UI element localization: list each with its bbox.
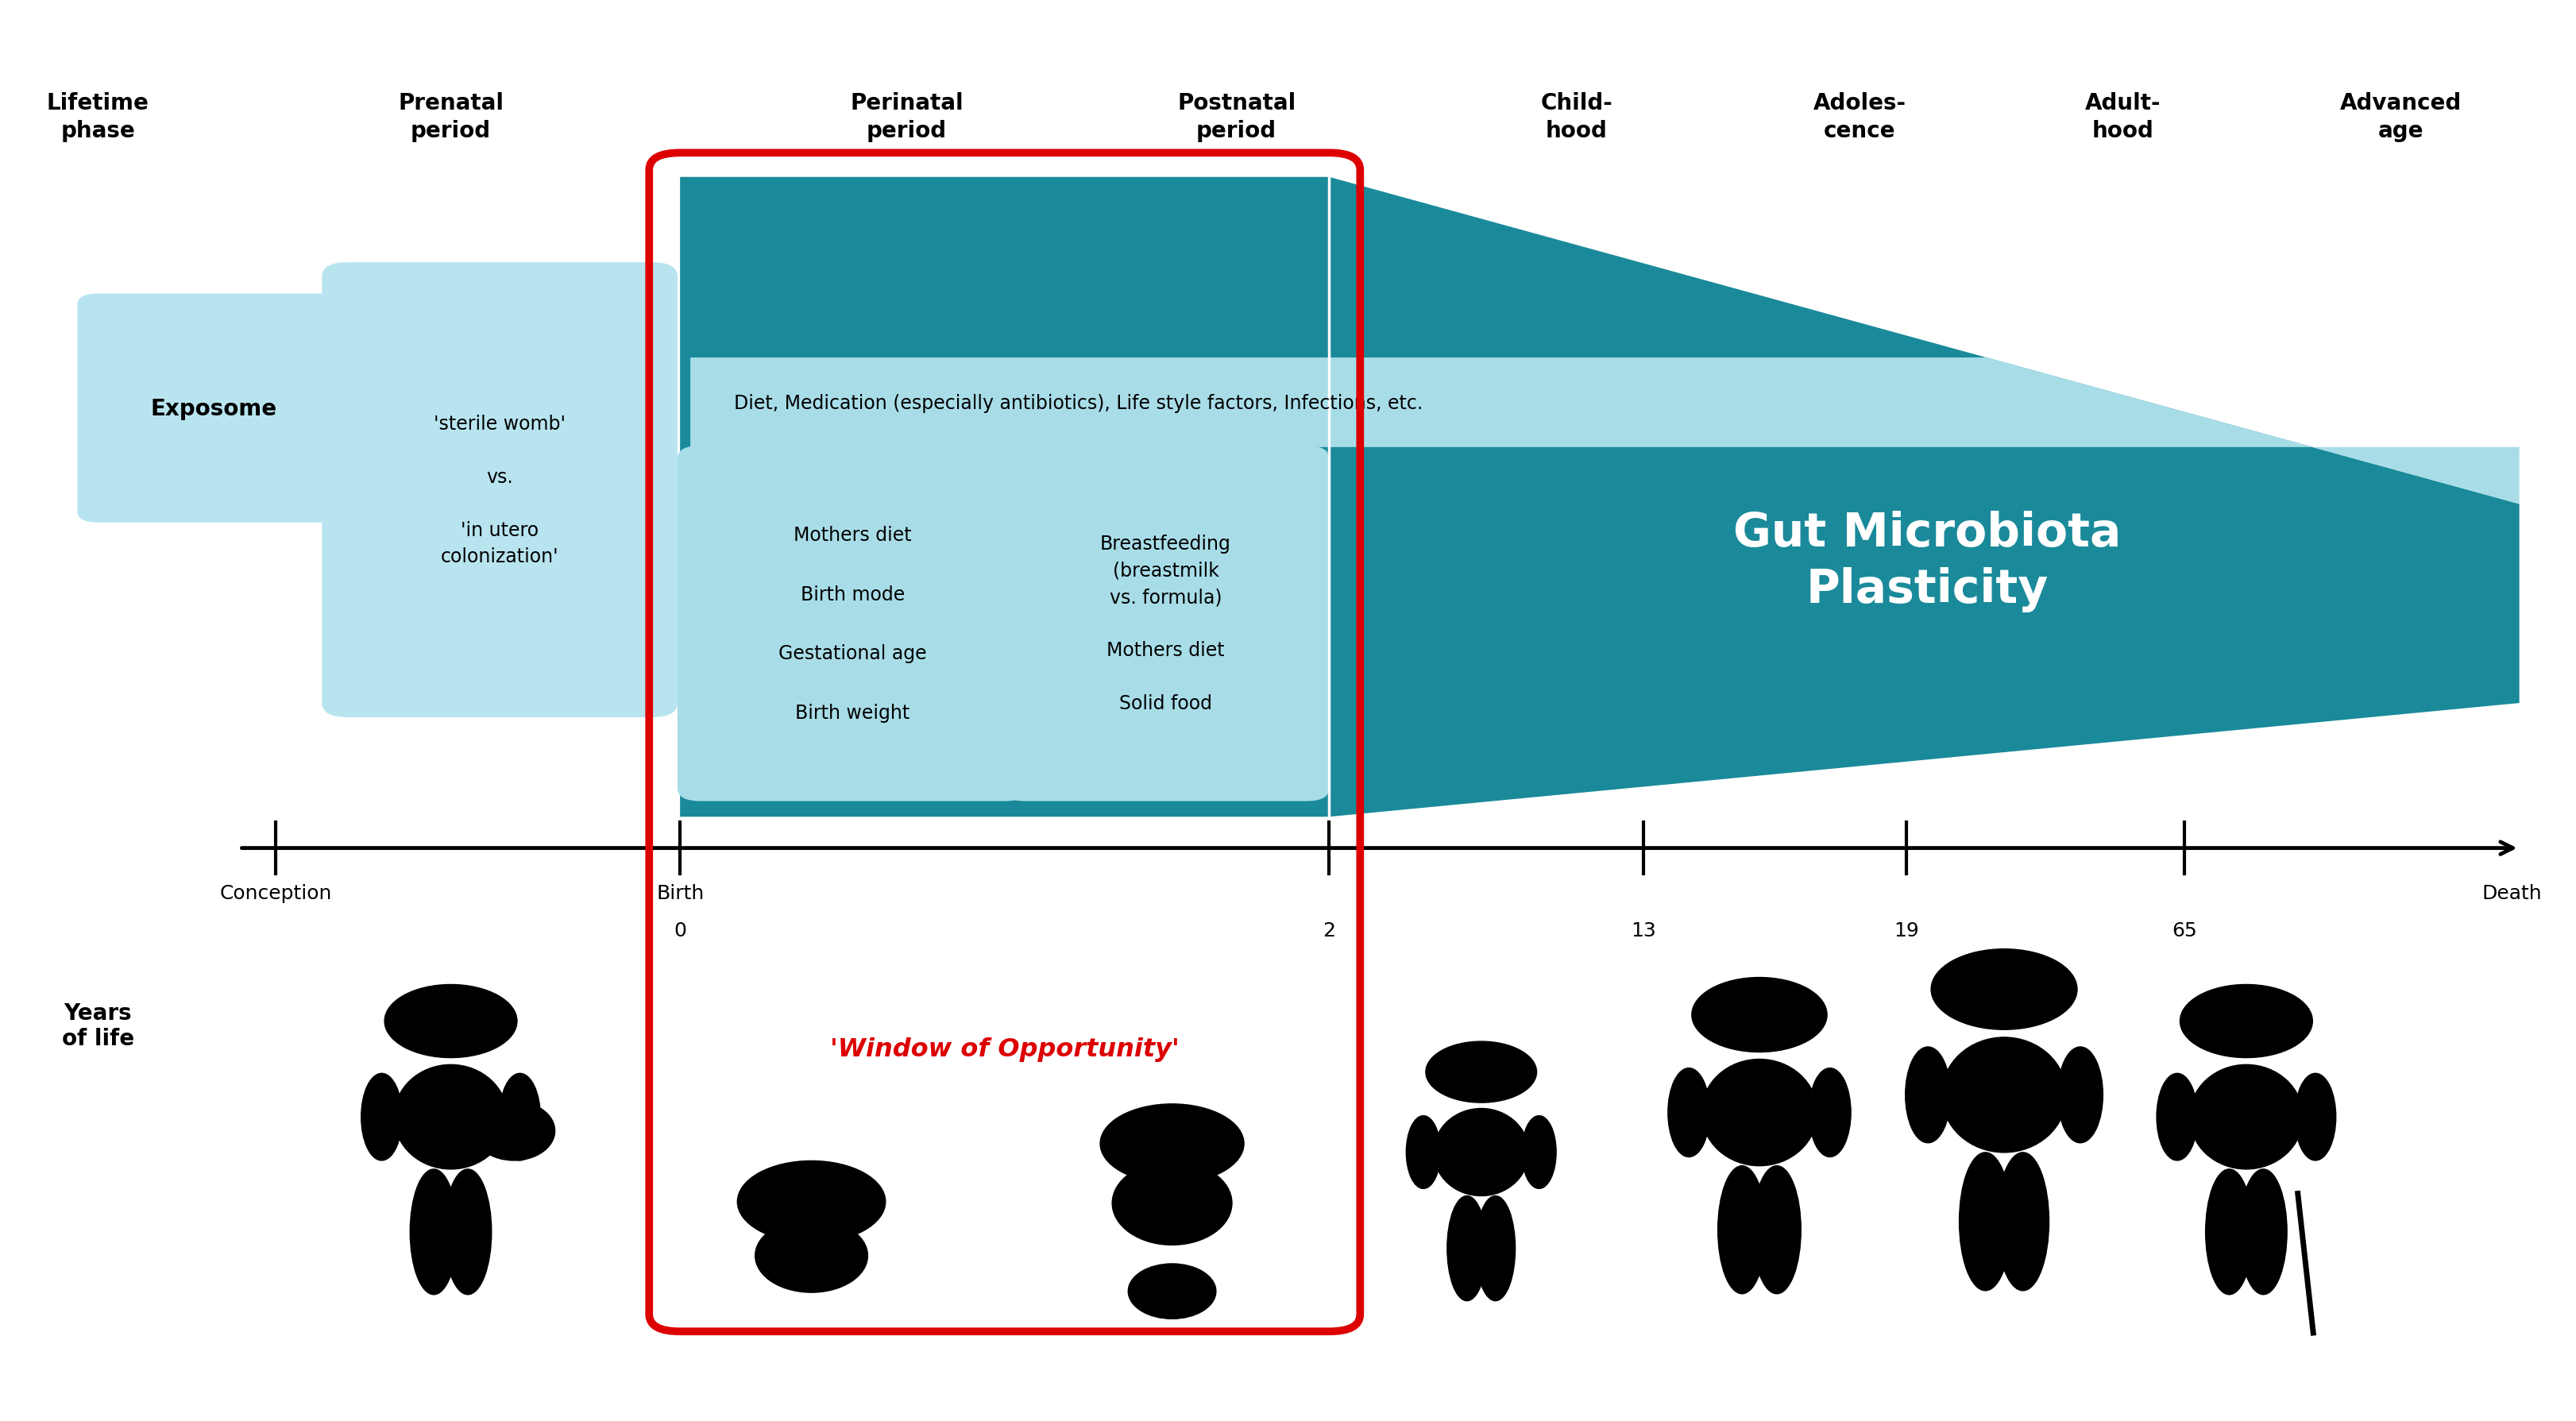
Ellipse shape <box>1435 1108 1528 1196</box>
Text: Advanced
age: Advanced age <box>2339 92 2463 142</box>
Circle shape <box>2179 985 2313 1057</box>
Text: Prenatal
period: Prenatal period <box>397 92 505 142</box>
Ellipse shape <box>443 1169 492 1295</box>
Ellipse shape <box>755 1219 868 1293</box>
Ellipse shape <box>2295 1073 2336 1161</box>
Ellipse shape <box>474 1101 554 1161</box>
Text: 'Window of Opportunity': 'Window of Opportunity' <box>829 1036 1180 1061</box>
Ellipse shape <box>1522 1115 1556 1189</box>
FancyBboxPatch shape <box>1002 446 1329 801</box>
Ellipse shape <box>1700 1060 1819 1165</box>
Text: Death: Death <box>2481 884 2543 902</box>
Polygon shape <box>690 358 2519 504</box>
Polygon shape <box>680 178 2519 817</box>
Text: 2: 2 <box>1324 921 1334 939</box>
Ellipse shape <box>500 1073 541 1161</box>
Ellipse shape <box>1113 1161 1231 1245</box>
Ellipse shape <box>1718 1165 1767 1293</box>
Ellipse shape <box>1669 1069 1710 1157</box>
Ellipse shape <box>1476 1196 1515 1300</box>
Ellipse shape <box>1448 1196 1486 1300</box>
Text: Child-
hood: Child- hood <box>1540 92 1613 142</box>
Text: 'sterile womb'

vs.

'in utero
colonization': 'sterile womb' vs. 'in utero colonizatio… <box>433 415 567 566</box>
Ellipse shape <box>2205 1169 2254 1295</box>
Text: Lifetime
phase: Lifetime phase <box>46 92 149 142</box>
Ellipse shape <box>1960 1152 2012 1290</box>
Ellipse shape <box>1752 1165 1801 1293</box>
FancyBboxPatch shape <box>77 294 350 523</box>
Ellipse shape <box>1406 1115 1440 1189</box>
Ellipse shape <box>394 1064 507 1169</box>
Ellipse shape <box>1906 1047 1950 1142</box>
Circle shape <box>1932 949 2076 1030</box>
Text: Birth: Birth <box>657 884 703 902</box>
Circle shape <box>1100 1104 1244 1184</box>
Ellipse shape <box>2190 1064 2303 1169</box>
Text: Gut Microbiota
Plasticity: Gut Microbiota Plasticity <box>1734 510 2120 612</box>
Ellipse shape <box>361 1073 402 1161</box>
Text: Adult-
hood: Adult- hood <box>2084 92 2161 142</box>
Text: Mothers diet

Birth mode

Gestational age

Birth weight: Mothers diet Birth mode Gestational age … <box>778 526 927 722</box>
Ellipse shape <box>2239 1169 2287 1295</box>
Text: 0: 0 <box>675 921 685 939</box>
Ellipse shape <box>2156 1073 2197 1161</box>
Text: 19: 19 <box>1893 921 1919 939</box>
Circle shape <box>737 1161 886 1242</box>
Ellipse shape <box>1996 1152 2048 1290</box>
Text: Exposome: Exposome <box>149 398 278 419</box>
Text: 13: 13 <box>1631 921 1656 939</box>
Text: Breastfeeding
(breastmilk
vs. formula)

Mothers diet

Solid food: Breastfeeding (breastmilk vs. formula) M… <box>1100 534 1231 713</box>
FancyBboxPatch shape <box>322 263 677 718</box>
Ellipse shape <box>410 1169 459 1295</box>
Text: Adoles-
cence: Adoles- cence <box>1814 92 1906 142</box>
Ellipse shape <box>1128 1263 1216 1319</box>
Text: Years
of life: Years of life <box>62 1002 134 1050</box>
Ellipse shape <box>1808 1069 1850 1157</box>
Text: Perinatal
period: Perinatal period <box>850 92 963 142</box>
Text: Conception: Conception <box>219 884 332 902</box>
Circle shape <box>1425 1042 1538 1103</box>
Text: Postnatal
period: Postnatal period <box>1177 92 1296 142</box>
Ellipse shape <box>1942 1037 2066 1152</box>
Text: 65: 65 <box>2172 921 2197 939</box>
FancyBboxPatch shape <box>677 446 1028 801</box>
Ellipse shape <box>2058 1047 2102 1142</box>
Circle shape <box>1692 978 1826 1052</box>
Circle shape <box>384 985 518 1057</box>
Text: Diet, Medication (especially antibiotics), Life style factors, Infections, etc.: Diet, Medication (especially antibiotics… <box>734 394 1422 414</box>
